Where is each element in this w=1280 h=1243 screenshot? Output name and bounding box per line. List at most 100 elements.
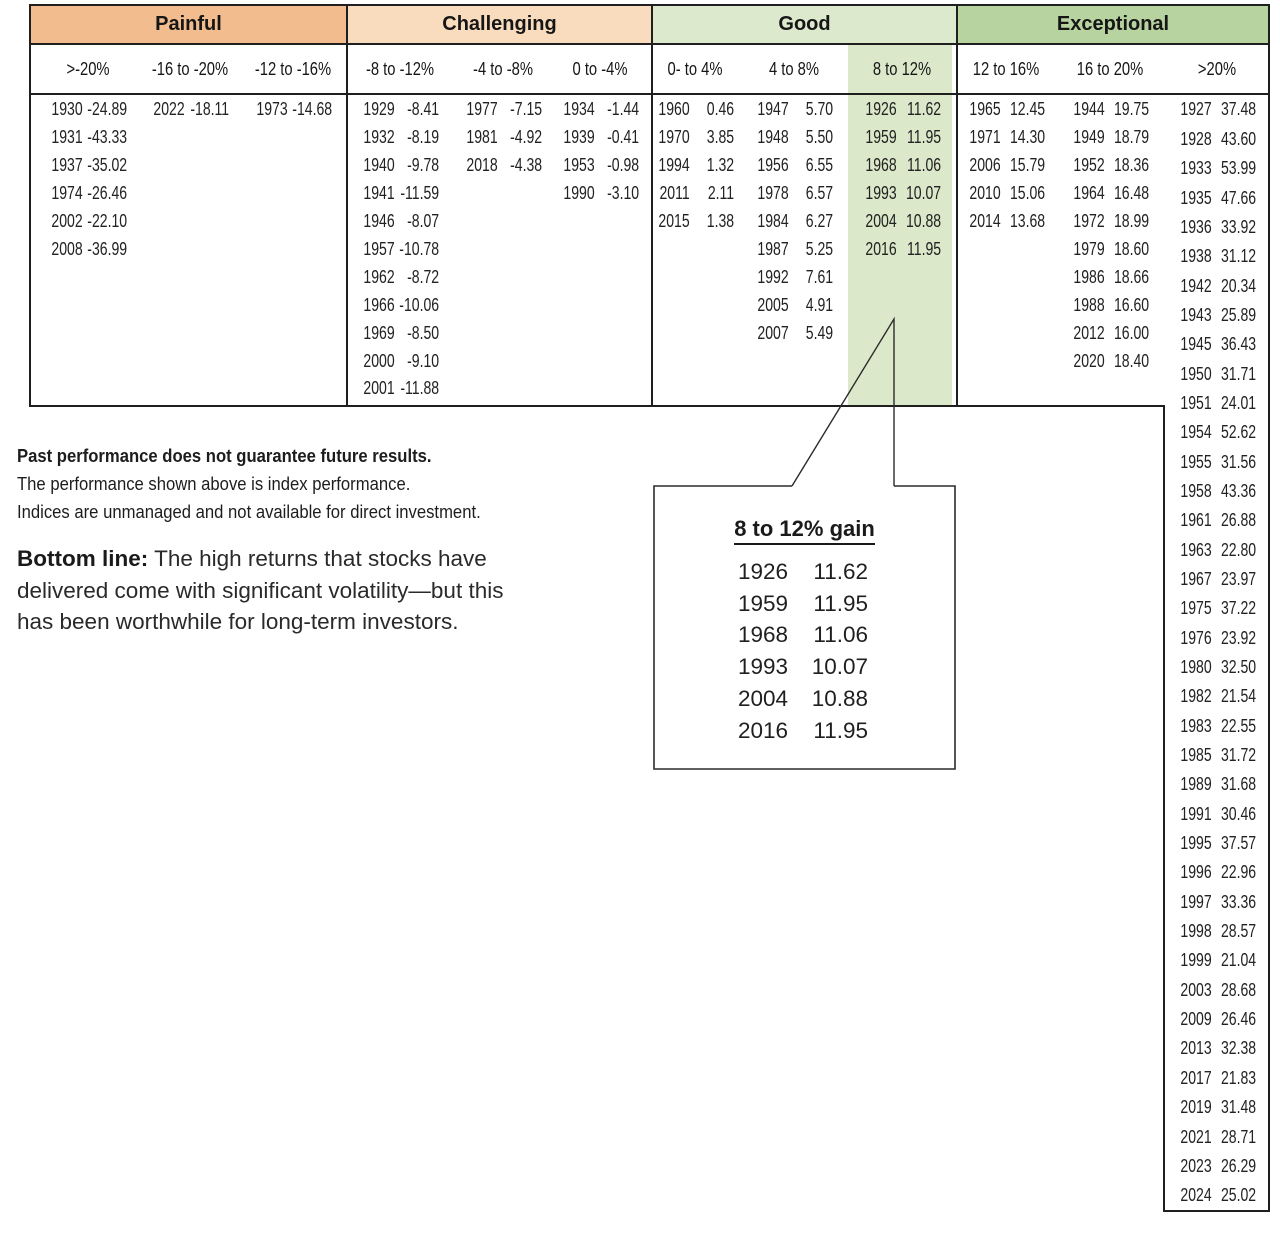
year-return-row: 1993 10.07 — [863, 180, 941, 208]
year-cell: 1997 — [1179, 891, 1212, 912]
year-return-row: 1998 28.57 — [1178, 917, 1256, 946]
year-cell: 1986 — [1072, 266, 1105, 287]
return-value-cell: 18.79 — [1113, 127, 1149, 148]
year-cell: 2013 — [1179, 1038, 1212, 1059]
year-return-row: 1939 -0.41 — [561, 124, 639, 152]
year-return-row: 1964 16.48 — [1071, 180, 1149, 208]
return-value-cell: 1.32 — [706, 155, 734, 176]
year-return-row: 1941 -11.59 — [361, 180, 439, 208]
return-value-cell: 18.36 — [1113, 155, 1149, 176]
year-return-row: 1943 25.89 — [1178, 301, 1256, 330]
table-border-under-categories — [29, 43, 1270, 45]
return-column: 1930 -24.89 1931 -43.33 1937 -35.02 1974 -26.46… — [28, 96, 148, 263]
year-cell: 1978 — [756, 183, 789, 204]
return-value-cell: 32.50 — [1220, 657, 1256, 678]
return-value-cell: 21.83 — [1220, 1067, 1256, 1088]
year-cell: 1927 — [1179, 99, 1212, 120]
return-value-cell: 37.22 — [1220, 598, 1256, 619]
return-value-cell: 31.72 — [1220, 745, 1256, 766]
year-return-row: 1956 6.55 — [755, 152, 833, 180]
year-cell: 2023 — [1179, 1155, 1212, 1176]
year-return-row: 1992 7.61 — [755, 263, 833, 291]
year-return-row: 1970 3.85 — [656, 124, 734, 152]
year-return-row: 1945 36.43 — [1178, 330, 1256, 359]
year-cell: 1946 — [362, 211, 395, 232]
return-value-cell: -9.10 — [406, 350, 439, 371]
year-cell: 2018 — [465, 155, 498, 176]
year-return-row: 2023 26.29 — [1178, 1152, 1256, 1181]
callout-year: 1968 — [737, 622, 788, 648]
return-value-cell: 47.66 — [1220, 187, 1256, 208]
year-return-row: 1937 -35.02 — [49, 152, 127, 180]
disclaimer-line-1: Past performance does not guarantee futu… — [17, 445, 432, 466]
year-return-row: 2022 -18.11 — [151, 96, 229, 124]
callout-row: 2004 10.88 — [690, 683, 868, 715]
year-return-row: 2013 32.38 — [1178, 1034, 1256, 1063]
year-cell: 1933 — [1179, 158, 1212, 179]
callout-value: 11.95 — [813, 590, 868, 616]
year-return-row: 1953 -0.98 — [561, 152, 639, 180]
year-return-row: 1928 43.60 — [1178, 125, 1256, 154]
year-return-row: 1935 47.66 — [1178, 183, 1256, 212]
year-return-row: 1979 18.60 — [1071, 236, 1149, 264]
return-value-cell: -18.11 — [189, 99, 229, 120]
range-header: 0 to -4% — [572, 58, 628, 79]
year-return-row: 1982 21.54 — [1178, 682, 1256, 711]
callout-value: 10.88 — [811, 686, 868, 712]
year-cell: 1969 — [362, 322, 395, 343]
return-value-cell: 31.56 — [1220, 451, 1256, 472]
year-return-row: 1977 -7.15 — [464, 96, 542, 124]
year-cell: 1990 — [562, 183, 595, 204]
year-cell: 1960 — [657, 99, 690, 120]
range-header: 4 to 8% — [768, 58, 820, 79]
year-cell: 1935 — [1179, 187, 1212, 208]
return-value-cell: 26.46 — [1220, 1009, 1256, 1030]
year-cell: 2006 — [968, 155, 1001, 176]
return-value-cell: 26.29 — [1220, 1155, 1256, 1176]
year-return-row: 2000 -9.10 — [361, 347, 439, 375]
year-cell: 1981 — [465, 127, 498, 148]
year-cell: 1936 — [1179, 216, 1212, 237]
year-cell: 1937 — [50, 155, 83, 176]
category-header-challenging: Challenging — [348, 6, 651, 43]
range-header: >20% — [1197, 58, 1237, 79]
year-return-row: 1947 5.70 — [755, 96, 833, 124]
year-cell: 1963 — [1179, 539, 1212, 560]
callout-year: 2004 — [737, 686, 788, 712]
return-value-cell: -11.88 — [399, 378, 439, 399]
year-cell: 1929 — [362, 99, 395, 120]
year-cell: 1977 — [465, 99, 498, 120]
year-return-row: 2005 4.91 — [755, 291, 833, 319]
callout-year: 1959 — [737, 590, 788, 616]
return-value-cell: 18.99 — [1113, 211, 1149, 232]
year-return-row: 1973 -14.68 — [254, 96, 332, 124]
year-return-row: 2007 5.49 — [755, 319, 833, 347]
year-return-row: 1990 -3.10 — [561, 180, 639, 208]
year-cell: 1948 — [756, 127, 789, 148]
return-column: 1973 -14.68 — [233, 96, 353, 124]
return-value-cell: -11.59 — [399, 183, 439, 204]
year-return-row: 1997 33.36 — [1178, 888, 1256, 917]
year-cell: 2022 — [152, 99, 185, 120]
return-value-cell: 19.75 — [1113, 99, 1149, 120]
year-cell: 1951 — [1179, 392, 1212, 413]
return-value-cell: 31.12 — [1220, 246, 1256, 267]
year-return-row: 1961 26.88 — [1178, 506, 1256, 535]
year-cell: 1955 — [1179, 451, 1212, 472]
year-return-row: 1967 23.97 — [1178, 565, 1256, 594]
year-return-row: 2012 16.00 — [1071, 319, 1149, 347]
year-cell: 1944 — [1072, 99, 1105, 120]
return-column: 1927 37.48 1928 43.60 1933 53.99 1935 47.66 1936… — [1157, 95, 1277, 1210]
year-cell: 1949 — [1072, 127, 1105, 148]
table-border-bottom — [29, 405, 1163, 407]
callout-row: 2016 11.95 — [690, 715, 868, 747]
year-return-row: 2017 21.83 — [1178, 1064, 1256, 1093]
callout-year: 2016 — [737, 717, 788, 743]
year-cell: 1998 — [1179, 921, 1212, 942]
year-cell: 1966 — [362, 294, 395, 315]
year-cell: 1930 — [50, 99, 83, 120]
year-cell: 2019 — [1179, 1097, 1212, 1118]
return-value-cell: -35.02 — [86, 155, 127, 176]
return-value-cell: -0.98 — [606, 155, 639, 176]
return-value-cell: 18.60 — [1113, 238, 1149, 259]
